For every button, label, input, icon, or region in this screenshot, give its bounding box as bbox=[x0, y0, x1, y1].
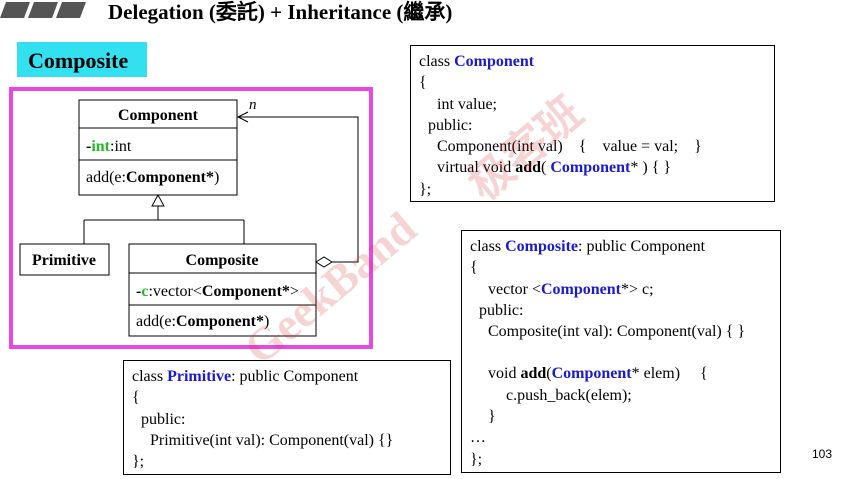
code-text: class bbox=[419, 53, 455, 70]
code-line: { bbox=[419, 72, 766, 93]
code-line: public: bbox=[132, 409, 442, 430]
code-text: }; bbox=[470, 450, 483, 468]
code-text: Composite(int val): Component(val) { } bbox=[488, 323, 746, 341]
code-line: c.push_back(elem); bbox=[470, 385, 772, 406]
code-line: class Primitive: public Component bbox=[132, 366, 442, 387]
operation: add(e:Component*) bbox=[136, 313, 269, 330]
code-text: Component bbox=[541, 280, 622, 298]
code-text: add bbox=[515, 159, 542, 177]
code-text: void bbox=[488, 365, 521, 383]
code-text: : public Component bbox=[578, 238, 706, 255]
attribute: -int:int bbox=[86, 138, 132, 155]
code-line: Composite(int val): Component(val) { } bbox=[470, 321, 772, 342]
class-name: Composite bbox=[186, 252, 259, 269]
uml-lines bbox=[19, 99, 359, 337]
code-line: int value; bbox=[419, 94, 766, 115]
code-line: }; bbox=[470, 449, 772, 470]
code-text: { bbox=[132, 389, 140, 407]
code-text: add bbox=[520, 365, 547, 383]
code-text: public: bbox=[141, 410, 186, 428]
header-bars bbox=[0, 2, 86, 18]
section-label: Composite bbox=[28, 48, 128, 73]
code-line: }; bbox=[132, 451, 442, 472]
code-text: } bbox=[488, 408, 496, 426]
code-text: { bbox=[470, 259, 478, 277]
code-text: *> c; bbox=[621, 280, 654, 298]
code-line: public: bbox=[470, 300, 772, 321]
code-box: class Primitive: public Component {public… bbox=[123, 360, 451, 475]
code-line: class Composite: public Component bbox=[470, 236, 772, 257]
code-line: public: bbox=[419, 115, 766, 136]
code-text: * ) { } bbox=[630, 159, 672, 177]
multiplicity: n bbox=[249, 97, 257, 113]
code-text: c.push_back(elem); bbox=[506, 386, 632, 404]
code-text: int value; bbox=[437, 95, 497, 113]
code-text: Component(int val) { value = val; } bbox=[437, 138, 702, 156]
code-line: { bbox=[132, 387, 442, 408]
code-text: Component bbox=[550, 159, 631, 177]
code-line: Component(int val) { value = val; } bbox=[419, 136, 766, 157]
code-text: Component bbox=[551, 365, 632, 383]
code-text: }; bbox=[132, 453, 145, 471]
code-line: … bbox=[470, 427, 772, 448]
code-text: }; bbox=[419, 180, 432, 198]
code-text: public: bbox=[479, 301, 524, 319]
code-text: class bbox=[132, 368, 168, 385]
code-text: { bbox=[419, 74, 427, 92]
code-text: … bbox=[470, 429, 486, 447]
class-name: Component bbox=[118, 107, 199, 124]
code-line: }; bbox=[419, 179, 766, 200]
code-text: public: bbox=[428, 116, 473, 134]
code-line: vector <Component*> c; bbox=[470, 279, 772, 300]
code-text: Component bbox=[454, 53, 535, 70]
code-line: { bbox=[470, 257, 772, 278]
code-line: virtual void add( Component* ) { } bbox=[419, 157, 766, 178]
code-box: class Composite: public Component { vector… bbox=[461, 230, 781, 473]
title: Delegation (委託) + Inheritance (繼承) bbox=[108, 0, 452, 24]
code-line: Primitive(int val): Component(val) {} bbox=[132, 430, 442, 451]
class-name: Primitive bbox=[32, 252, 96, 269]
operation: add(e:Component*) bbox=[86, 169, 219, 186]
code-text: Primitive bbox=[167, 368, 232, 385]
code-text: * elem) { bbox=[631, 365, 708, 383]
code-box: class Component { int value; public: Compone… bbox=[410, 45, 775, 202]
code-line: } bbox=[470, 406, 772, 427]
code-line: class Component bbox=[419, 51, 766, 72]
code-text: ( bbox=[541, 159, 551, 177]
page-number: 103 bbox=[812, 447, 833, 461]
code-text: : public Component bbox=[231, 368, 359, 385]
section-label-bg bbox=[17, 42, 147, 77]
highlight-frame bbox=[9, 87, 373, 349]
code-text: virtual void bbox=[437, 159, 516, 177]
code-text: Composite bbox=[505, 238, 578, 255]
code-text: Primitive(int val): Component(val) {} bbox=[150, 431, 394, 449]
attribute: -c:vector<Component*> bbox=[136, 283, 299, 300]
code-text: vector < bbox=[488, 280, 541, 298]
code-line: void add(Component* elem) { bbox=[470, 363, 772, 384]
code-text: class bbox=[470, 238, 506, 255]
code-text: ( bbox=[546, 365, 552, 383]
